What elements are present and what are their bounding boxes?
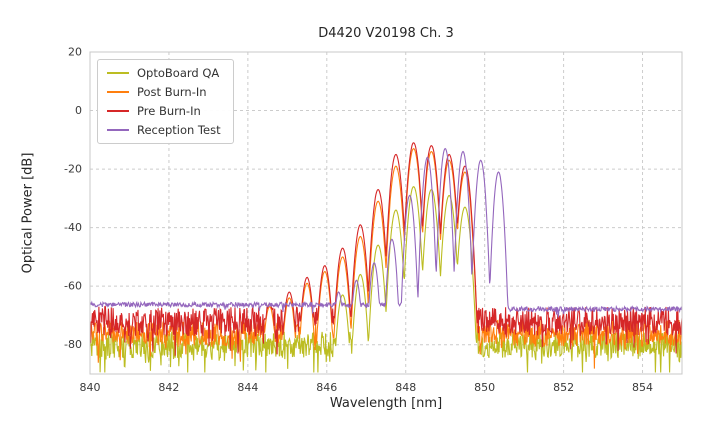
x-tick-label-840: 840: [80, 381, 101, 394]
y-tick-label--20: -20: [64, 163, 82, 176]
x-tick-label-844: 844: [237, 381, 258, 394]
x-tick-label-852: 852: [553, 381, 574, 394]
legend-line-swatch: [107, 91, 129, 93]
legend-line-swatch: [107, 129, 129, 131]
x-tick-label-850: 850: [474, 381, 495, 394]
x-tick-label-854: 854: [632, 381, 653, 394]
y-tick-label--60: -60: [64, 280, 82, 293]
chart-title: D4420 V20198 Ch. 3: [318, 26, 454, 41]
legend-line-swatch: [107, 72, 129, 74]
legend-label: Pre Burn-In: [137, 104, 201, 118]
y-tick-label--80: -80: [64, 338, 82, 351]
series-group: [90, 142, 682, 373]
series-line-post-burn-in: [90, 147, 682, 369]
series-line-pre-burn-in: [90, 142, 682, 356]
y-tick-label--40: -40: [64, 221, 82, 234]
legend-label: OptoBoard QA: [137, 66, 220, 80]
x-axis-label: Wavelength [nm]: [329, 396, 443, 411]
legend-item-pre-burn-in: Pre Burn-In: [107, 104, 221, 118]
plot-border: [89, 51, 683, 375]
x-tick-label-846: 846: [316, 381, 337, 394]
x-tick-label-842: 842: [158, 381, 179, 394]
y-tick-label-20: 20: [68, 46, 82, 59]
legend-label: Reception Test: [137, 123, 221, 137]
x-tick-label-848: 848: [395, 381, 416, 394]
series-line-reception-test: [90, 147, 682, 318]
legend-line-swatch: [107, 110, 129, 112]
legend-label: Post Burn-In: [137, 85, 207, 99]
legend-item-post-burn-in: Post Burn-In: [107, 85, 221, 99]
legend-item-optoboard-qa: OptoBoard QA: [107, 66, 221, 80]
legend: OptoBoard QA Post Burn-In Pre Burn-In Re…: [97, 59, 234, 144]
legend-item-reception-test: Reception Test: [107, 123, 221, 137]
y-tick-label-0: 0: [75, 104, 82, 117]
